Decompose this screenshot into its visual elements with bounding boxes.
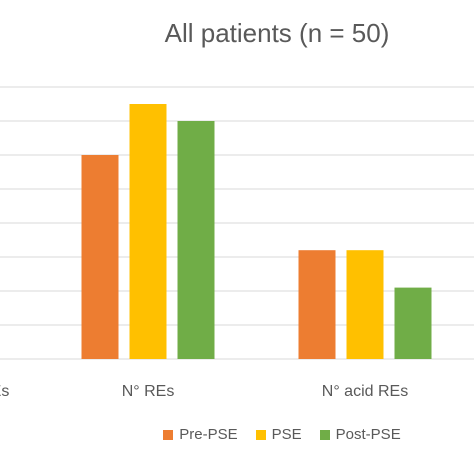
x-tick-labels: Es N° REs N° acid REs [0,383,408,400]
bar-pse-2 [346,250,384,359]
bar-pre-pse-1 [81,155,119,359]
chart-title: All patients (n = 50) [164,18,390,48]
bar-pse-1 [129,104,167,359]
x-tick-label: N° acid REs [322,383,408,400]
legend-swatch [163,429,174,440]
x-tick-label: N° REs [122,383,175,400]
legend: Pre-PSE PSE Post-PSE [0,426,474,443]
gridlines [0,86,474,360]
legend-swatch [319,429,330,440]
legend-item: Pre-PSE [163,426,238,443]
legend-label: Pre-PSE [179,426,238,443]
legend-swatch [255,429,266,440]
legend-item: PSE [255,426,302,443]
bars [81,104,432,359]
bar-post-pse-1 [177,121,215,359]
legend-label: Post-PSE [335,426,401,443]
bar-post-pse-2 [394,287,432,359]
legend-label: PSE [271,426,302,443]
bar-pre-pse-2 [298,250,336,359]
x-tick-label: Es [0,383,9,400]
legend-item: Post-PSE [319,426,401,443]
